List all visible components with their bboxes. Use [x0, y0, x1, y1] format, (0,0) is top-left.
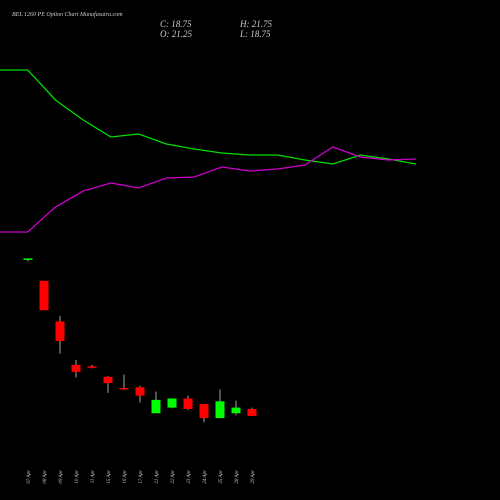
- x-tick-label: 25 Apr: [219, 470, 224, 484]
- high-label: H: 21.75: [239, 19, 272, 29]
- candle-body: [135, 387, 145, 396]
- open-label: O: 21.25: [160, 29, 192, 39]
- candle-body: [215, 401, 225, 419]
- chart-title: BEL 1260 PE Option Chart Munafasutra.com: [12, 11, 123, 18]
- candle-body: [231, 407, 241, 414]
- indicator-line: [0, 69, 417, 165]
- x-tick-label: 21 Apr: [155, 470, 160, 484]
- x-tick-label: 24 Apr: [203, 470, 208, 484]
- candle-body: [71, 364, 81, 372]
- candle-body: [167, 398, 177, 408]
- x-tick-label: 11 Apr: [91, 470, 96, 483]
- x-tick-label: 17 Apr: [139, 470, 144, 484]
- candle-body: [183, 398, 193, 409]
- candle-body: [55, 321, 65, 342]
- x-tick-label: 09 Apr: [59, 470, 64, 484]
- x-tick-label: 10 Apr: [75, 470, 80, 484]
- candle-body: [199, 404, 209, 419]
- x-tick-label: 16 Apr: [123, 470, 128, 484]
- candle-body: [247, 408, 257, 416]
- x-tick-label: 15 Apr: [107, 470, 112, 484]
- candle-body: [87, 366, 97, 368]
- candle-body: [151, 399, 161, 414]
- x-tick-label: 07 Apr: [27, 470, 32, 484]
- x-tick-label: 23 Apr: [187, 470, 192, 484]
- x-tick-label: 28 Apr: [235, 470, 240, 484]
- indicator-line: [0, 146, 417, 233]
- candle-body: [119, 387, 129, 390]
- low-label: L: 18.75: [239, 29, 271, 39]
- x-tick-label: 22 Apr: [171, 470, 176, 484]
- candle-body: [39, 280, 49, 311]
- candle-body: [23, 258, 33, 260]
- x-tick-label: 29 Apr: [251, 470, 256, 484]
- x-tick-label: 08 Apr: [43, 470, 48, 484]
- candle-body: [103, 376, 113, 384]
- close-label: C: 18.75: [160, 19, 192, 29]
